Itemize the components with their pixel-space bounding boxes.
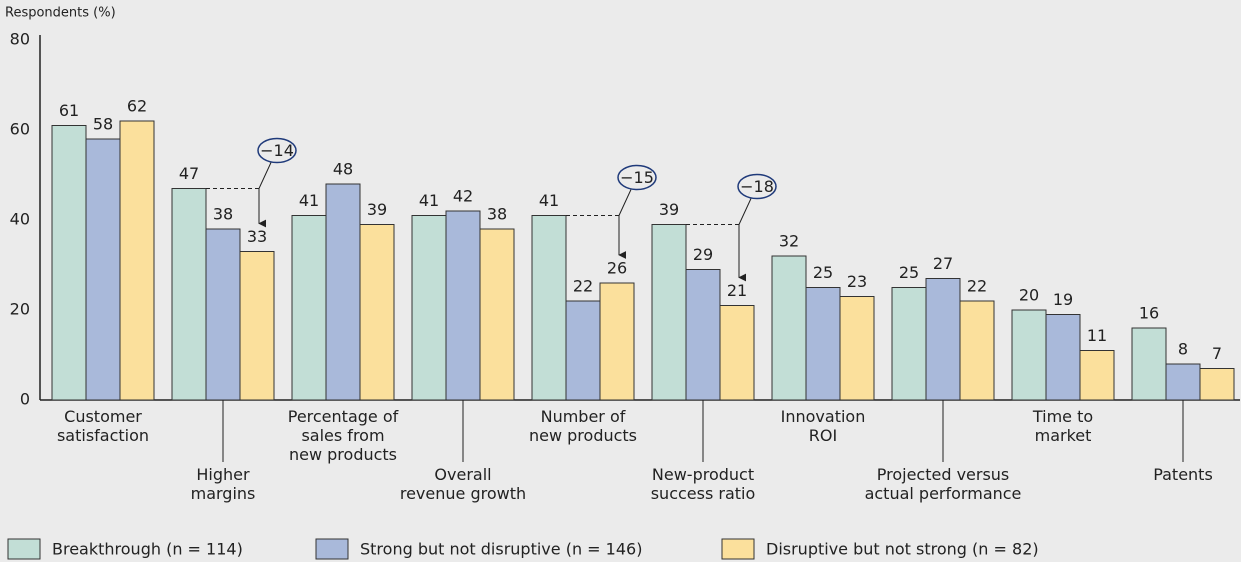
bar [479, 228, 515, 401]
data-label: 27 [933, 254, 953, 273]
data-label: 22 [573, 277, 593, 296]
data-label: 29 [693, 245, 713, 264]
annotation: −15 [620, 168, 654, 187]
callout-circle [257, 137, 297, 164]
y-tick-label: 20 [10, 300, 30, 319]
data-label: 11 [1087, 326, 1107, 345]
data-label: 47 [179, 164, 199, 183]
bar [1199, 368, 1235, 401]
annotation: −14 [260, 141, 294, 160]
bar [1011, 309, 1047, 401]
bar [445, 210, 481, 401]
bar [51, 125, 87, 401]
bar [531, 215, 567, 401]
legend-swatch [721, 538, 755, 560]
bar [205, 228, 241, 401]
bar [805, 287, 841, 401]
bar [411, 215, 447, 401]
x-tick-label: Customer satisfaction [56, 407, 150, 445]
bar [359, 224, 395, 401]
data-label: 41 [419, 191, 439, 210]
data-label: 19 [1053, 290, 1073, 309]
x-tick-label: Time to market [1032, 407, 1094, 445]
data-label: 48 [333, 160, 353, 179]
x-tick-label: Innovation ROI [780, 407, 866, 445]
data-label: 42 [453, 187, 473, 206]
data-label: 32 [779, 232, 799, 251]
bar [891, 287, 927, 401]
data-label: 16 [1139, 304, 1159, 323]
data-label: 25 [899, 263, 919, 282]
bar [1045, 314, 1081, 401]
data-label: 21 [727, 281, 747, 300]
data-label: 41 [299, 191, 319, 210]
x-tick-label: Higher margins [190, 465, 256, 503]
y-tick-label: 80 [10, 30, 30, 49]
legend-swatch [7, 538, 41, 560]
data-label: 8 [1178, 340, 1188, 359]
y-tick-label: 40 [10, 210, 30, 229]
x-tick-label: Projected versus actual performance [864, 465, 1022, 503]
data-label: 33 [247, 227, 267, 246]
legend-label: Strong but not disruptive (n = 146) [360, 540, 642, 559]
y-tick-label: 0 [20, 390, 30, 409]
x-tick-label: Patents [1153, 465, 1213, 484]
bar [839, 296, 875, 401]
data-label: 25 [813, 263, 833, 282]
legend-label: Disruptive but not strong (n = 82) [766, 540, 1039, 559]
data-label: 58 [93, 115, 113, 134]
annotation: −18 [740, 177, 774, 196]
bar [1131, 327, 1167, 401]
data-label: 22 [967, 277, 987, 296]
data-label: 41 [539, 191, 559, 210]
bar [325, 183, 361, 401]
bar [85, 138, 121, 401]
bar [291, 215, 327, 401]
data-label: 7 [1212, 344, 1222, 363]
bar [171, 188, 207, 401]
bar [565, 300, 601, 401]
x-tick-label: Overall revenue growth [399, 465, 527, 503]
bar [925, 278, 961, 401]
x-tick-label: New-product success ratio [650, 465, 756, 503]
data-label: 23 [847, 272, 867, 291]
callout-line [258, 162, 272, 189]
bar [719, 305, 755, 401]
bar [239, 251, 275, 401]
bar [685, 269, 721, 401]
bar [959, 300, 995, 401]
data-label: 38 [487, 205, 507, 224]
bar [119, 120, 155, 401]
bar [599, 282, 635, 401]
data-label: 20 [1019, 286, 1039, 305]
callout-circle [737, 173, 777, 200]
bar [651, 224, 687, 401]
bar [771, 255, 807, 401]
data-label: 39 [367, 200, 387, 219]
callout-line [738, 198, 752, 225]
y-tick-label: 60 [10, 120, 30, 139]
callout-line [618, 189, 632, 216]
y-axis-label: Respondents (%) [5, 6, 116, 21]
x-tick-label: Percentage of sales from new products [287, 407, 399, 464]
data-label: 61 [59, 101, 79, 120]
x-tick-label: Number of new products [528, 407, 638, 445]
callout-circle [617, 164, 657, 191]
data-label: 38 [213, 205, 233, 224]
data-label: 39 [659, 200, 679, 219]
legend-swatch [315, 538, 349, 560]
data-label: 62 [127, 97, 147, 116]
bar [1079, 350, 1115, 401]
bar [1165, 363, 1201, 401]
legend-label: Breakthrough (n = 114) [52, 540, 243, 559]
data-label: 26 [607, 259, 627, 278]
